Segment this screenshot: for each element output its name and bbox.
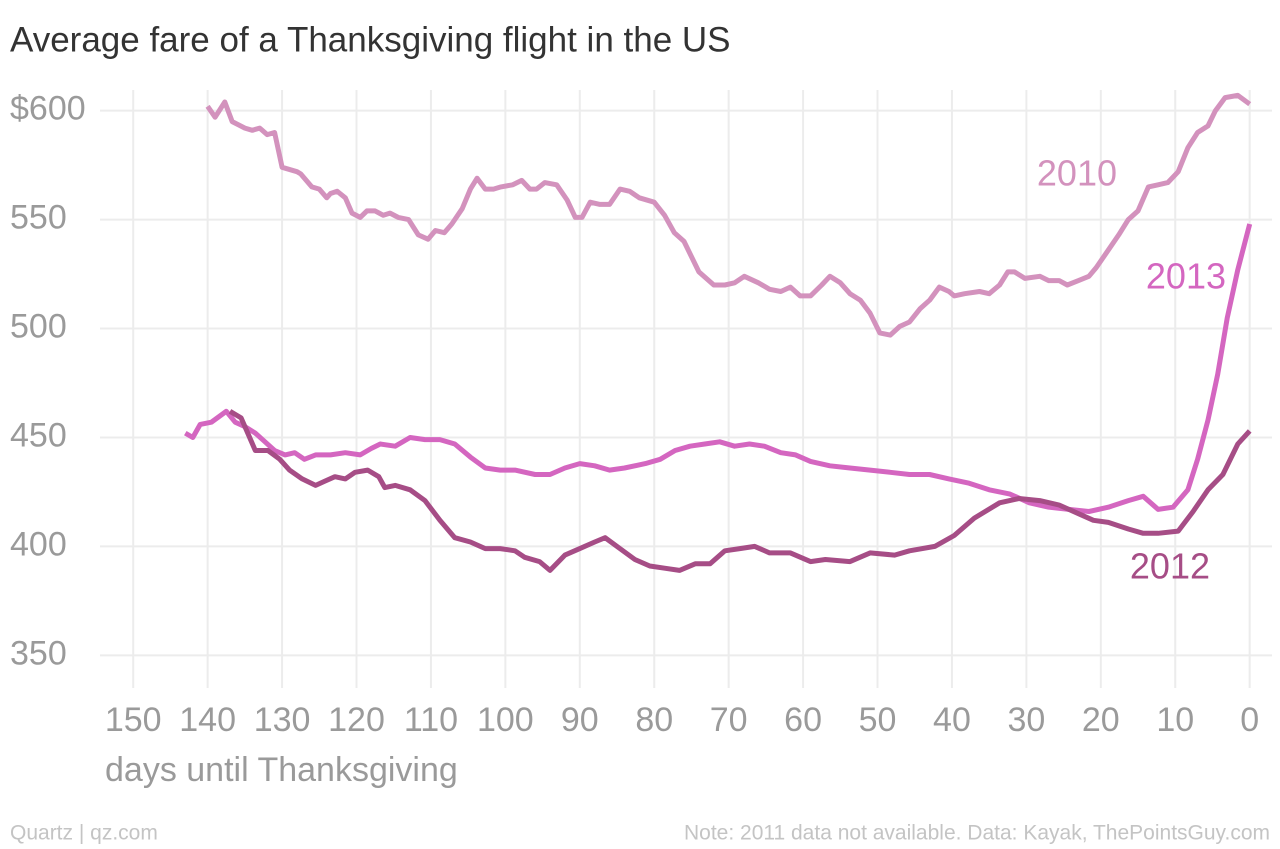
series-label: 2010 <box>1037 153 1117 194</box>
x-tick-label: 80 <box>635 701 673 739</box>
series-line <box>205 92 1252 338</box>
x-tick-label: 30 <box>1007 701 1045 739</box>
y-tick-label: $600 <box>10 90 86 128</box>
x-tick-label: 120 <box>328 701 385 739</box>
x-tick-label: 70 <box>710 701 748 739</box>
series-line <box>184 223 1253 514</box>
x-tick-label: 100 <box>477 701 534 739</box>
y-tick-label: 500 <box>10 308 67 346</box>
y-tick-label: 400 <box>10 525 67 563</box>
x-tick-label: 0 <box>1240 701 1259 739</box>
y-tick-label: 550 <box>10 199 67 237</box>
y-tick-label: 450 <box>10 416 67 454</box>
x-tick-label: 50 <box>859 701 897 739</box>
x-axis-label: days until Thanksgiving <box>105 751 458 789</box>
x-tick-label: 150 <box>105 701 162 739</box>
x-tick-label: 140 <box>179 701 236 739</box>
y-tick-label: 350 <box>10 634 67 672</box>
x-tick-label: 20 <box>1082 701 1120 739</box>
x-tick-label: 90 <box>561 701 599 739</box>
series-line <box>228 409 1252 573</box>
chart-title: Average fare of a Thanksgiving flight in… <box>10 20 731 59</box>
x-tick-label: 60 <box>784 701 822 739</box>
source: Quartz | qz.com <box>10 822 158 845</box>
x-tick-label: 10 <box>1156 701 1194 739</box>
series-label: 2013 <box>1146 256 1226 297</box>
note: Note: 2011 data not available. Data: Kay… <box>684 822 1270 845</box>
x-tick-label: 130 <box>254 701 311 739</box>
series-label: 2012 <box>1130 546 1210 587</box>
x-tick-label: 40 <box>933 701 971 739</box>
x-tick-label: 110 <box>404 701 458 739</box>
